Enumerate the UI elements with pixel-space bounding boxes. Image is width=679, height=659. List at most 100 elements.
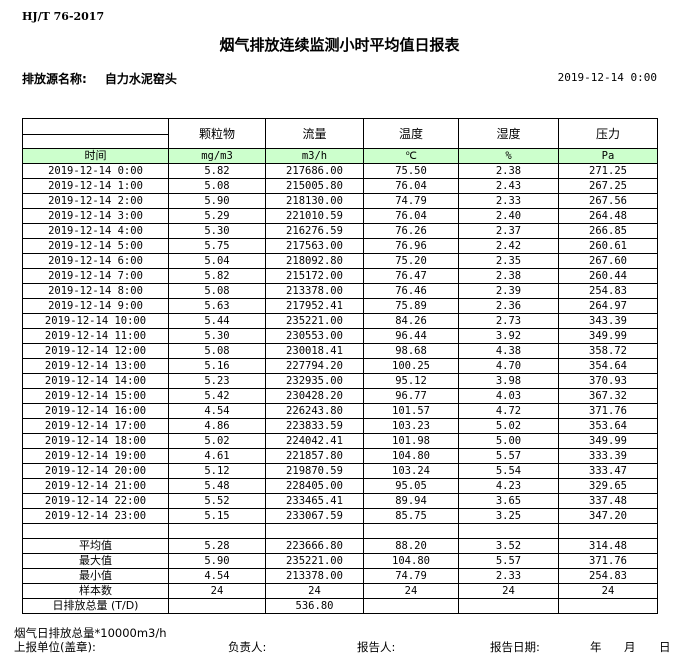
unit-cell: % bbox=[458, 148, 559, 164]
data-cell: 5.04 bbox=[168, 253, 266, 269]
data-cell: 217563.00 bbox=[265, 238, 364, 254]
table-row: 2019-12-14 1:00 5.08 215005.80 76.04 2.43 267… bbox=[22, 178, 658, 194]
data-cell: 5.12 bbox=[168, 463, 266, 479]
data-cell: 75.89 bbox=[363, 298, 459, 314]
table-row: 2019-12-14 9:00 5.63 217952.41 75.89 2.36 264… bbox=[22, 298, 658, 314]
data-cell: 5.08 bbox=[168, 343, 266, 359]
data-cell: 349.99 bbox=[558, 328, 658, 344]
data-cell: 230553.00 bbox=[265, 328, 364, 344]
data-cell: 5.54 bbox=[458, 463, 559, 479]
data-cell: 215172.00 bbox=[265, 268, 364, 284]
data-cell: 235221.00 bbox=[265, 553, 364, 569]
data-cell: 267.25 bbox=[558, 178, 658, 194]
data-cell: 5.63 bbox=[168, 298, 266, 314]
data-cell: 84.26 bbox=[363, 313, 459, 329]
data-cell: 5.02 bbox=[168, 433, 266, 449]
data-cell: 4.61 bbox=[168, 448, 266, 464]
data-cell: 5.52 bbox=[168, 493, 266, 509]
data-cell: 89.94 bbox=[363, 493, 459, 509]
data-cell: 5.00 bbox=[458, 433, 559, 449]
data-cell: 75.50 bbox=[363, 163, 459, 179]
data-cell: 76.04 bbox=[363, 208, 459, 224]
data-cell: 2.42 bbox=[458, 238, 559, 254]
table-row: 2019-12-14 19:00 4.61 221857.80 104.80 5.57 3… bbox=[22, 448, 658, 464]
empty-row bbox=[22, 523, 658, 539]
reporter-label: 报告人: bbox=[357, 640, 396, 654]
report-datetime: 2019-12-14 0:00 bbox=[557, 71, 657, 84]
data-cell: 213378.00 bbox=[265, 283, 364, 299]
data-cell: 218130.00 bbox=[265, 193, 364, 209]
year-label: 年 bbox=[590, 640, 602, 654]
table-row: 2019-12-14 4:00 5.30 216276.59 76.26 2.37 266… bbox=[22, 223, 658, 239]
data-cell: 101.98 bbox=[363, 433, 459, 449]
header-cell: 湿度 bbox=[458, 118, 559, 149]
footer-note: 烟气日排放总量*10000m3/h bbox=[14, 626, 167, 640]
data-cell: 75.20 bbox=[363, 253, 459, 269]
data-cell: 228405.00 bbox=[265, 478, 364, 494]
data-cell: 226243.80 bbox=[265, 403, 364, 419]
data-cell: 2.73 bbox=[458, 313, 559, 329]
data-cell: 24 bbox=[558, 583, 658, 599]
row-label: 2019-12-14 6:00 bbox=[22, 253, 169, 269]
data-cell: 3.65 bbox=[458, 493, 559, 509]
row-label: 2019-12-14 21:00 bbox=[22, 478, 169, 494]
row-label: 2019-12-14 9:00 bbox=[22, 298, 169, 314]
row-label: 2019-12-14 11:00 bbox=[22, 328, 169, 344]
data-cell: 24 bbox=[458, 583, 559, 599]
data-cell: 5.90 bbox=[168, 553, 266, 569]
data-cell: 349.99 bbox=[558, 433, 658, 449]
data-cell: 2.35 bbox=[458, 253, 559, 269]
header-cell: 流量 bbox=[265, 118, 364, 149]
data-cell: 5.08 bbox=[168, 178, 266, 194]
data-cell: 2.40 bbox=[458, 208, 559, 224]
data-cell: 2.33 bbox=[458, 193, 559, 209]
data-cell: 5.82 bbox=[168, 163, 266, 179]
standard-code: HJ/T 76-2017 bbox=[22, 10, 105, 23]
data-cell: 371.76 bbox=[558, 553, 658, 569]
table-row: 2019-12-14 14:00 5.23 232935.00 95.12 3.98 37… bbox=[22, 373, 658, 389]
data-cell: 267.56 bbox=[558, 193, 658, 209]
data-cell: 264.97 bbox=[558, 298, 658, 314]
data-cell: 3.52 bbox=[458, 538, 559, 554]
summary-row: 最大值 5.90 235221.00 104.80 5.57 371.76 bbox=[22, 553, 658, 569]
row-label: 2019-12-14 2:00 bbox=[22, 193, 169, 209]
data-cell: 217952.41 bbox=[265, 298, 364, 314]
data-cell: 101.57 bbox=[363, 403, 459, 419]
data-cell: 104.80 bbox=[363, 553, 459, 569]
table-row: 2019-12-14 7:00 5.82 215172.00 76.47 2.38 260… bbox=[22, 268, 658, 284]
row-label: 2019-12-14 20:00 bbox=[22, 463, 169, 479]
data-cell: 216276.59 bbox=[265, 223, 364, 239]
row-label: 2019-12-14 18:00 bbox=[22, 433, 169, 449]
data-cell: 347.20 bbox=[558, 508, 658, 524]
data-cell: 260.44 bbox=[558, 268, 658, 284]
report-date-label: 报告日期: bbox=[490, 640, 540, 654]
data-cell bbox=[558, 598, 658, 614]
table-row: 2019-12-14 0:00 5.82 217686.00 75.50 2.38 271… bbox=[22, 163, 658, 179]
data-cell: 103.23 bbox=[363, 418, 459, 434]
data-cell: 227794.20 bbox=[265, 358, 364, 374]
data-cell: 5.15 bbox=[168, 508, 266, 524]
table-row: 2019-12-14 22:00 5.52 233465.41 89.94 3.65 33… bbox=[22, 493, 658, 509]
data-cell: 24 bbox=[168, 583, 266, 599]
header-cell: 压力 bbox=[558, 118, 658, 149]
data-cell: 536.80 bbox=[265, 598, 364, 614]
row-label: 2019-12-14 4:00 bbox=[22, 223, 169, 239]
data-cell: 267.60 bbox=[558, 253, 658, 269]
row-label: 最大值 bbox=[22, 553, 169, 569]
table-row: 2019-12-14 18:00 5.02 224042.41 101.98 5.00 3… bbox=[22, 433, 658, 449]
table-row: 2019-12-14 21:00 5.48 228405.00 95.05 4.23 32… bbox=[22, 478, 658, 494]
data-cell: 224042.41 bbox=[265, 433, 364, 449]
summary-row: 日排放总量 (T/D) 536.80 bbox=[22, 598, 658, 614]
data-cell: 4.54 bbox=[168, 568, 266, 584]
data-cell: 353.64 bbox=[558, 418, 658, 434]
source-info: 排放源名称: 自力水泥窑头 bbox=[22, 70, 177, 87]
table-row: 2019-12-14 11:00 5.30 230553.00 96.44 3.92 34… bbox=[22, 328, 658, 344]
data-cell: 74.79 bbox=[363, 193, 459, 209]
data-cell: 5.29 bbox=[168, 208, 266, 224]
table-row: 2019-12-14 23:00 5.15 233067.59 85.75 3.25 34… bbox=[22, 508, 658, 524]
data-cell: 5.30 bbox=[168, 328, 266, 344]
data-cell: 254.83 bbox=[558, 283, 658, 299]
table-row: 2019-12-14 2:00 5.90 218130.00 74.79 2.33 267… bbox=[22, 193, 658, 209]
row-label: 2019-12-14 14:00 bbox=[22, 373, 169, 389]
data-cell: 271.25 bbox=[558, 163, 658, 179]
